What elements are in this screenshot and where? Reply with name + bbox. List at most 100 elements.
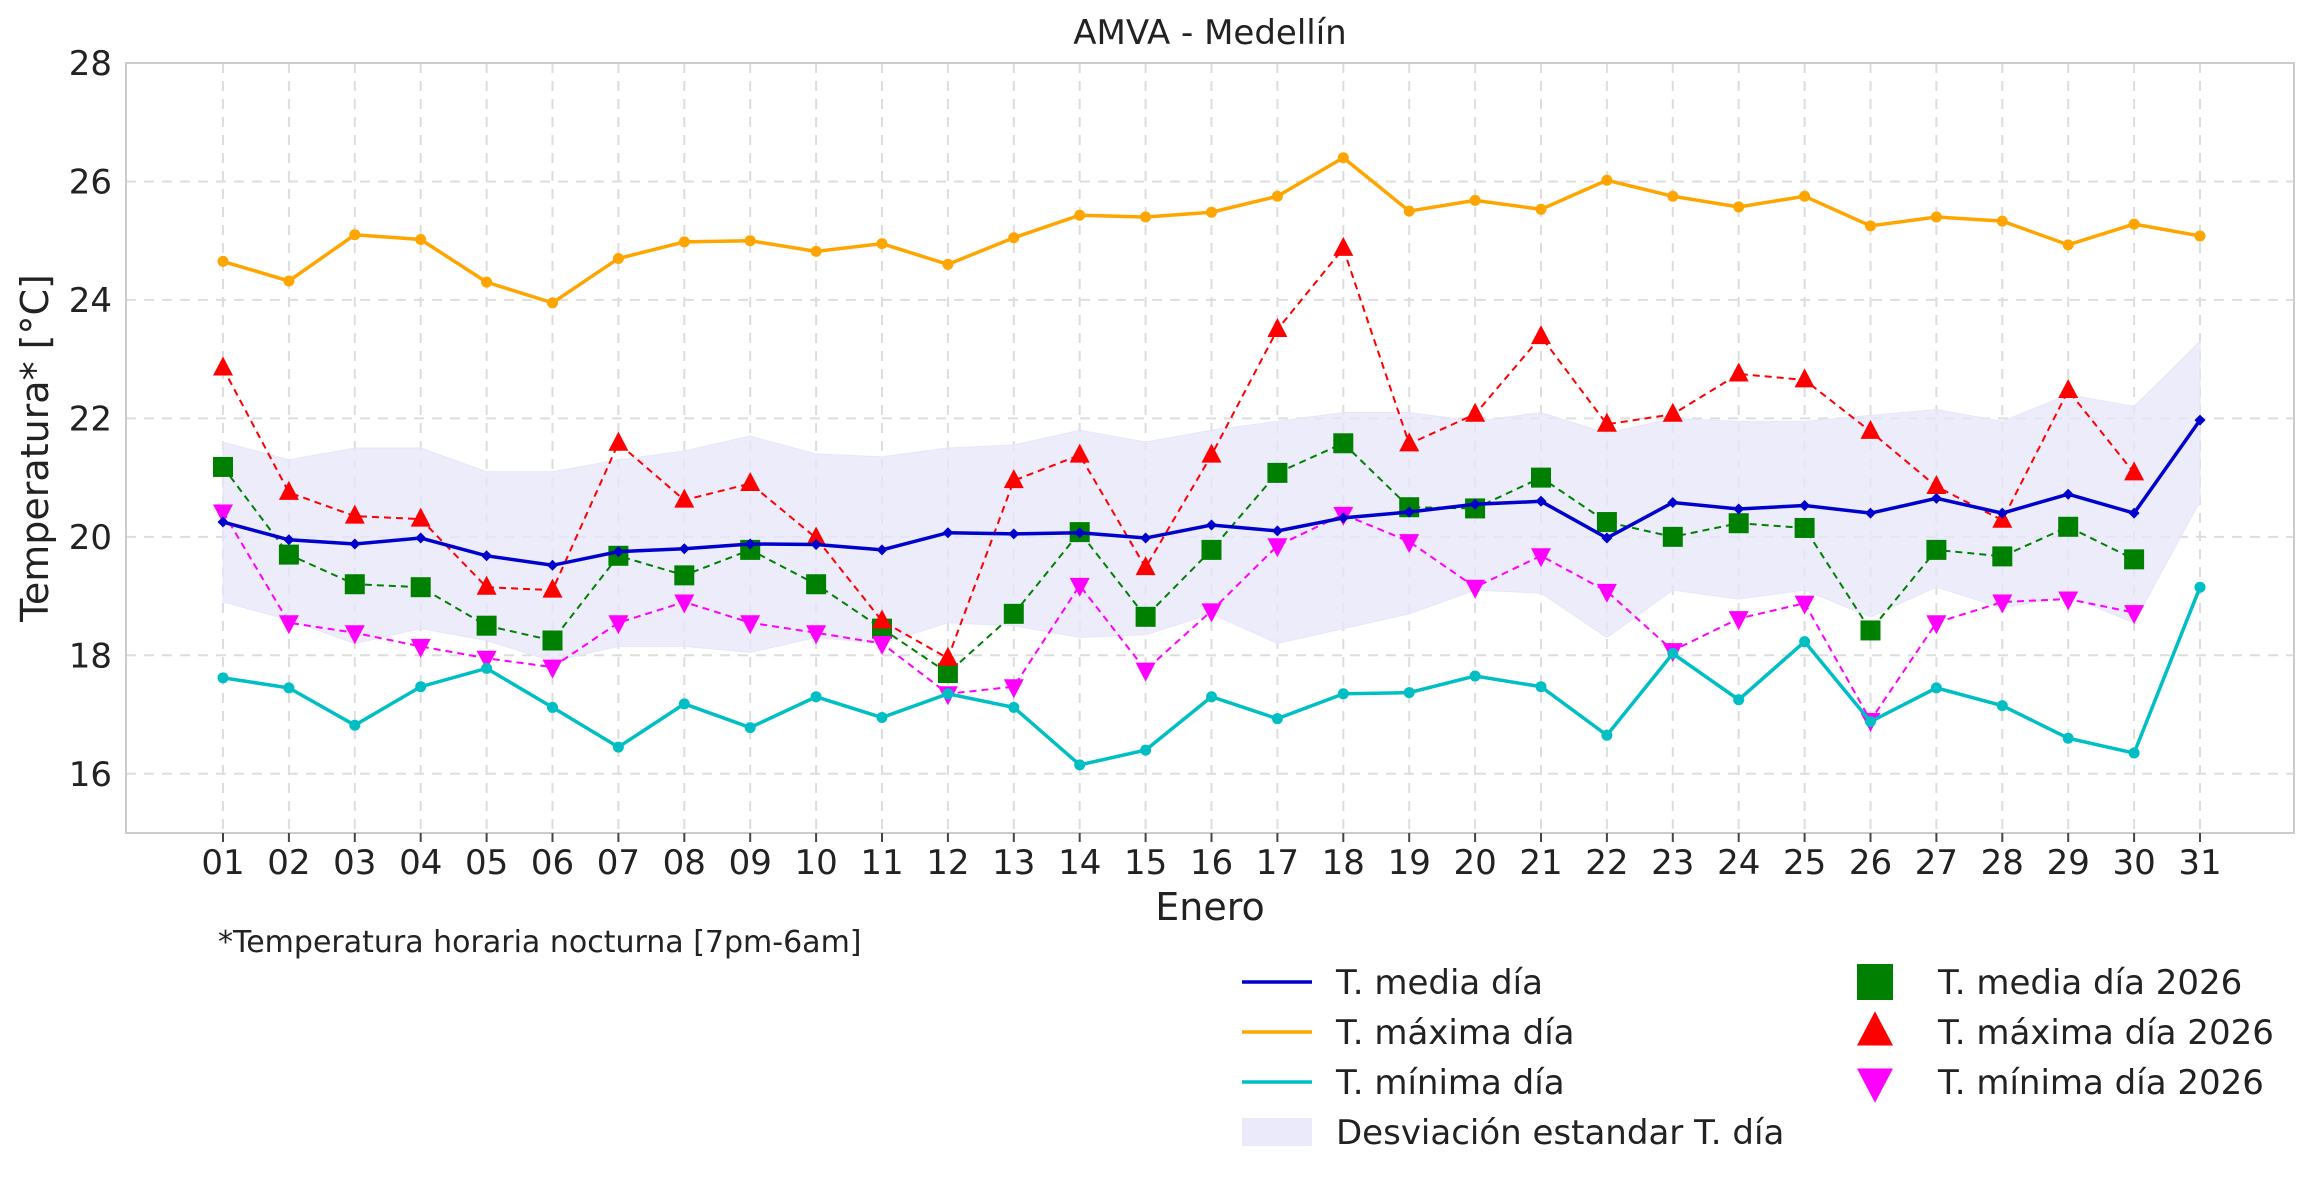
data-point <box>1596 412 1617 432</box>
data-point <box>1799 499 1811 511</box>
legend-swatch-band <box>1242 1118 1312 1146</box>
data-point <box>608 431 629 451</box>
data-point <box>1399 432 1420 452</box>
x-tick-label: 01 <box>201 843 244 883</box>
x-tick-label: 27 <box>1915 843 1958 883</box>
series-line <box>222 511 2135 723</box>
x-tick-label: 16 <box>1190 843 1233 883</box>
data-point <box>678 543 690 555</box>
data-point <box>1930 682 1942 694</box>
data-point <box>1003 679 1024 699</box>
data-point <box>1992 546 2013 567</box>
data-point <box>1403 687 1415 699</box>
data-point <box>674 565 695 586</box>
data-point <box>1662 402 1683 422</box>
data-point <box>1860 419 1881 439</box>
data-point <box>410 507 431 527</box>
data-point <box>1271 190 1283 202</box>
data-point <box>1926 475 1947 494</box>
y-ticks: 16 18 20 22 24 26 28 <box>69 44 112 795</box>
x-tick-label: 15 <box>1124 843 1167 883</box>
data-point <box>810 539 822 551</box>
data-point <box>1996 700 2008 712</box>
data-point <box>278 480 299 500</box>
data-point <box>1399 534 1420 554</box>
data-point <box>2124 461 2145 481</box>
data-point <box>1140 532 1152 544</box>
data-point <box>1206 206 1217 218</box>
data-point <box>481 276 493 288</box>
y-tick-label: 26 <box>69 162 112 202</box>
data-point <box>806 625 827 645</box>
x-ticks: 01 02 03 04 05 06 07 08 09 10 11 12 13 14 15 16 17 18 19 20… <box>201 833 2222 883</box>
data-point <box>2062 239 2074 251</box>
data-point <box>1074 209 1086 221</box>
data-point <box>217 516 229 528</box>
data-point <box>344 504 365 524</box>
data-point <box>1535 495 1547 507</box>
x-tick-label: 20 <box>1453 843 1496 883</box>
data-point <box>1403 205 1415 217</box>
y-tick-label: 18 <box>69 636 112 676</box>
legend-label: T. máxima día 2026 <box>1937 1013 2274 1053</box>
data-point <box>1996 507 2008 519</box>
data-point <box>2128 507 2140 519</box>
footnote: *Temperatura horaria nocturna [7pm-6am] <box>218 925 862 960</box>
data-point <box>1860 620 1881 641</box>
x-tick-label: 09 <box>729 843 772 883</box>
data-point <box>547 701 558 713</box>
data-point <box>476 650 497 670</box>
x-tick-label: 21 <box>1519 843 1562 883</box>
data-point <box>1469 670 1481 682</box>
data-point <box>937 663 958 684</box>
data-point <box>1206 519 1217 531</box>
data-point <box>1531 467 1551 488</box>
data-point <box>806 526 827 546</box>
std-band <box>222 340 2201 662</box>
data-point <box>213 356 233 376</box>
data-point <box>1333 433 1354 454</box>
data-point <box>1403 506 1415 518</box>
data-point <box>1271 525 1283 537</box>
y-tick-label: 16 <box>69 755 112 795</box>
data-point <box>1535 203 1547 215</box>
legend-label: T. media día <box>1335 963 1543 1003</box>
std-band-layer <box>222 340 2201 662</box>
data-point <box>1337 512 1349 524</box>
data-point <box>1069 577 1090 597</box>
x-tick-label: 11 <box>860 843 903 883</box>
data-point <box>1267 462 1288 483</box>
data-point <box>1337 688 1349 700</box>
data-point <box>678 698 690 710</box>
data-point <box>213 456 233 477</box>
data-point <box>1531 548 1551 568</box>
data-point <box>2058 379 2079 399</box>
legend-label: T. media día 2026 <box>1937 963 2242 1003</box>
x-tick-label: 19 <box>1388 843 1431 883</box>
data-point <box>1135 606 1156 627</box>
data-point <box>547 559 558 571</box>
data-point <box>1206 691 1217 703</box>
x-tick-label: 06 <box>531 843 574 883</box>
data-point <box>349 719 361 731</box>
data-point <box>2124 549 2145 570</box>
data-point <box>1728 362 1749 382</box>
data-point <box>415 532 427 544</box>
data-point <box>2058 516 2079 537</box>
data-point <box>1667 190 1679 202</box>
data-point <box>1596 512 1617 533</box>
data-point <box>1074 527 1086 539</box>
data-point <box>2058 591 2079 611</box>
data-point <box>1992 594 2013 614</box>
series-t-m-nima-d-a <box>217 581 2206 771</box>
x-tick-label: 14 <box>1058 843 1101 883</box>
data-point <box>1469 194 1481 206</box>
data-point <box>740 615 761 635</box>
data-point <box>942 258 954 270</box>
data-point <box>1667 648 1679 660</box>
data-point <box>283 275 295 287</box>
data-point <box>410 577 431 598</box>
legend-label: T. máxima día <box>1335 1013 1575 1053</box>
x-tick-label: 17 <box>1256 843 1299 883</box>
x-tick-label: 24 <box>1717 843 1760 883</box>
